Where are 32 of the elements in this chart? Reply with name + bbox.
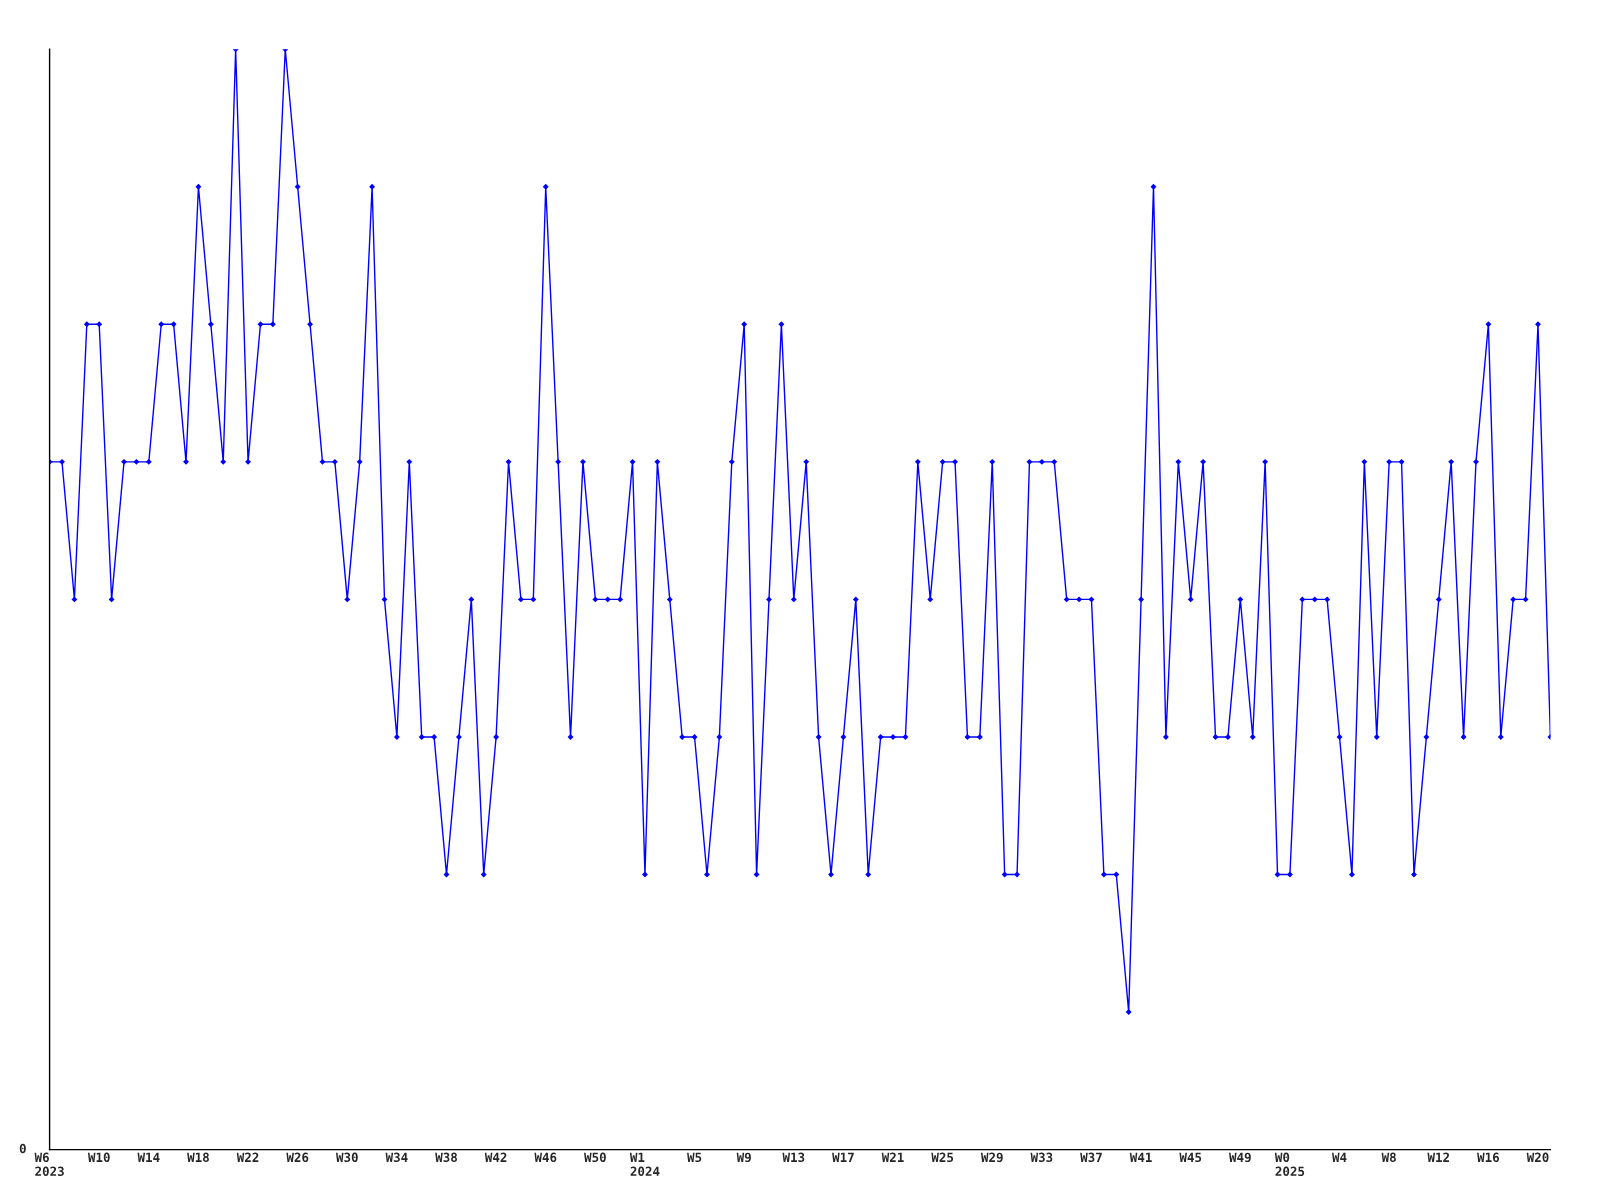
x-tick-label: W6 2023 xyxy=(34,1152,64,1177)
x-tick-label: W50 xyxy=(584,1152,606,1163)
x-tick-label: W30 xyxy=(335,1152,358,1163)
x-tick-label: W21 xyxy=(881,1152,904,1162)
x-tick-label: W14 xyxy=(137,1152,160,1162)
x-tick-label: W20 xyxy=(1526,1152,1549,1163)
x-tick-label: W16 xyxy=(1477,1152,1499,1163)
x-tick-label: W0 2025 xyxy=(1274,1152,1305,1177)
x-tick-label: W18 xyxy=(187,1152,209,1163)
x-tick-label: W41 xyxy=(1129,1152,1152,1162)
text: 0 xyxy=(19,1143,26,1154)
x-tick-label: W26 xyxy=(286,1152,309,1163)
x-tick-label: W42 xyxy=(484,1152,507,1162)
x-tick-label: W5 xyxy=(687,1152,702,1163)
x-tick-label: W34 xyxy=(385,1152,408,1163)
x-tick-label: W29 xyxy=(980,1152,1003,1163)
x-tick-label: W25 xyxy=(931,1152,954,1163)
x-tick-label: W22 xyxy=(236,1152,259,1162)
x-tick-label: W46 xyxy=(534,1152,557,1163)
x-tick-label: W4 xyxy=(1332,1152,1347,1162)
x-tick-label: W12 xyxy=(1427,1152,1450,1162)
x-tick-label: W17 xyxy=(832,1152,854,1162)
x-tick-label: W1 2024 xyxy=(629,1152,660,1177)
x-tick-label: W49 xyxy=(1229,1152,1251,1163)
x-tick-label: W37 xyxy=(1080,1152,1102,1163)
x-tick-label: W9 xyxy=(736,1152,751,1163)
x-tick-label: W8 xyxy=(1381,1152,1396,1163)
x-tick-label: W38 xyxy=(435,1152,458,1163)
x-tick-label: W10 xyxy=(87,1152,110,1163)
x-tick-label: W13 xyxy=(782,1152,805,1163)
x-tick-label: W33 xyxy=(1030,1152,1053,1163)
x-tick-label: W45 xyxy=(1179,1152,1202,1163)
